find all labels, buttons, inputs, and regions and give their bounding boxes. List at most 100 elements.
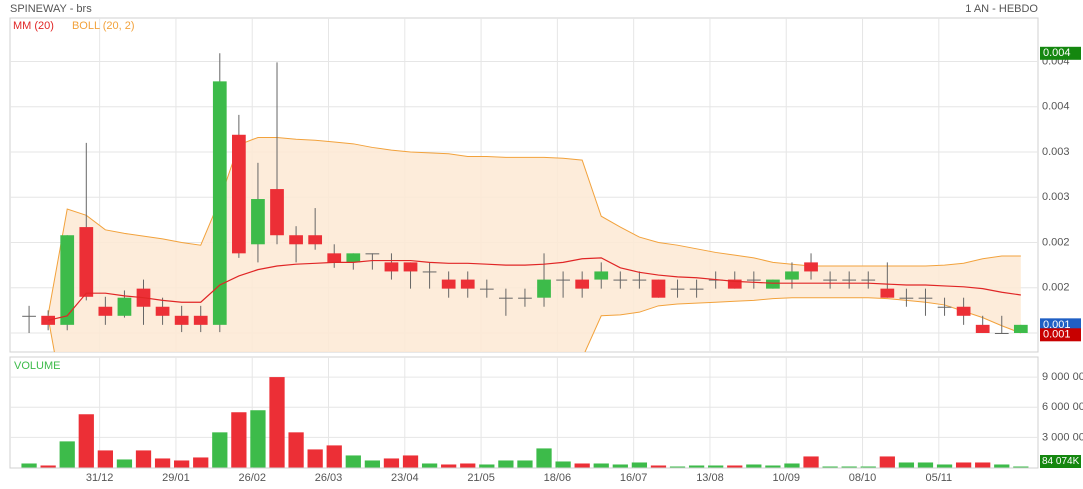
volume-bar [708,465,724,468]
candle-body [804,262,818,272]
candle-body [499,297,513,299]
volume-bar [135,450,152,468]
candle-body [441,279,456,289]
candle-body [212,81,227,325]
volume-bar [765,465,781,468]
candle-body [918,297,933,299]
volume-bar [250,410,266,468]
x-tick-label: 26/03 [315,472,343,484]
volume-bar [345,455,361,468]
candle-body [823,279,837,281]
volume-bar [383,458,400,468]
candle-body [155,306,170,316]
candle-body [785,271,799,280]
x-tick-label: 21/05 [467,472,495,484]
candle-body [60,235,75,325]
volume-label-box [1040,455,1081,468]
candle-body [956,306,971,316]
y-tick-label: 0.003 [1042,191,1070,203]
volume-bar [841,466,857,468]
x-tick-label: 16/07 [620,472,648,484]
x-tick-label: 18/06 [544,472,572,484]
candle-body [460,279,475,289]
volume-bar [421,463,438,468]
volume-bar [746,464,762,468]
volume-bar [975,462,991,468]
volume-bar [231,412,247,468]
y-tick-label: 0.002 [1042,236,1070,248]
volume-bar [860,466,876,468]
volume-bar [803,456,819,468]
volume-bar [498,460,514,468]
candle-body [308,235,323,245]
candle-body [537,279,551,298]
volume-bar [460,463,476,468]
bollinger-lower [47,297,1022,352]
volume-bar [97,450,113,468]
volume-title: VOLUME [14,360,60,372]
volume-bar [784,463,800,468]
volume-bar [479,464,495,468]
volume-bar [650,465,667,468]
candle-body [232,134,246,254]
x-tick-label: 08/10 [849,472,877,484]
candle-body [422,271,437,273]
price-plot [10,18,1038,352]
volume-bar [517,460,533,468]
volume-bar [574,463,590,468]
candle-body [899,297,914,299]
volume-bar [727,465,743,468]
x-tick-label: 26/02 [238,472,266,484]
overlay: 0.002 0.002 0.003 0.003 0.004 0.004 MM (20) BOL… [13,20,1083,484]
candle-body [346,253,361,263]
price-label-box [1040,328,1081,342]
candle-body [575,279,590,289]
y-tick-label: 0.003 [1042,146,1070,158]
volume-bar [326,445,342,468]
candle-body [289,235,303,245]
volume-bar [154,458,171,468]
candle-body [689,288,704,290]
volume-bar [994,464,1010,468]
x-tick-label: 13/08 [696,472,724,484]
volume-panel [9,356,1039,469]
chart-title: SPINEWAY - brs [10,3,92,15]
candle-body [327,253,342,263]
candle-body [880,288,895,298]
legend-entry: MM (20) [13,20,54,32]
price-label: 0.004 [1043,47,1071,59]
volume-bar [174,460,190,468]
candle-body [79,227,94,297]
x-tick-label: 05/11 [925,472,952,484]
candle-body [861,279,876,281]
y-tick-label: 6 000 000 [1042,401,1083,413]
candle-body [117,297,132,316]
volume-bar [536,448,552,468]
candle-body [994,332,1009,334]
candle-body [193,315,208,325]
volume-plot [10,357,1038,468]
candle-body [251,199,265,245]
candle-body [556,279,570,281]
volume-bar [593,463,609,468]
bollinger-area [48,137,1021,352]
candle-body [22,315,36,317]
chart-subtitle: 1 AN - HEBDO [965,3,1038,15]
candle-body [270,189,284,236]
price-label: 0.001 [1043,319,1071,331]
y-tick-label: 3 000 000 [1042,431,1083,443]
candle-body [384,262,399,272]
candle-body [613,279,628,281]
volume-bar [364,460,381,468]
candle-body [1013,324,1028,333]
x-tick-label: 23/04 [391,472,419,484]
candle-body [937,306,952,308]
moving-average-line [48,257,1021,321]
volume-bar [116,459,133,468]
volume-bar [40,465,56,468]
candle-body [632,279,647,281]
y-tick-label: 9 000 000 [1042,371,1083,383]
candle-body [975,324,990,333]
